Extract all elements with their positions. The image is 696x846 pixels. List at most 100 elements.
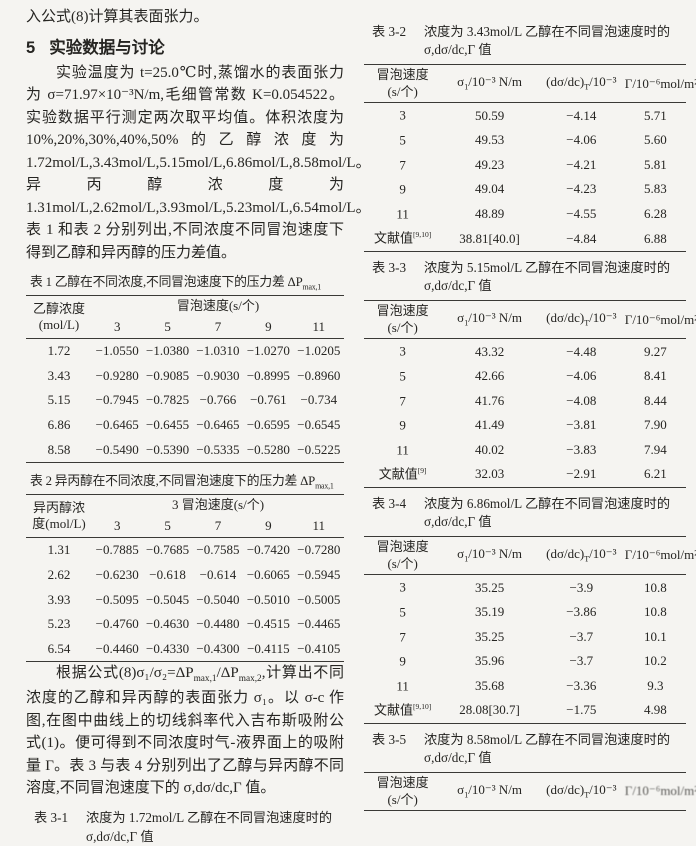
dsdc-cell: −2.91	[566, 466, 597, 482]
dsdc-cell: −3.81	[566, 417, 597, 433]
speed-col-header: 9	[265, 319, 272, 335]
sigma-cell: 49.53	[474, 132, 505, 148]
stub-line1: 乙醇浓度	[32, 300, 85, 316]
sigma-cell: 32.03	[474, 466, 505, 482]
pressure-cell: −0.761	[250, 392, 287, 408]
concentration-cell: 5.15	[47, 392, 71, 408]
table3-1-number: 表 3-1	[34, 810, 69, 826]
speed-col-header: 3	[113, 319, 121, 335]
sigma-cell: 35.25	[474, 628, 505, 644]
concentration-cell: 1.72	[47, 343, 71, 359]
pressure-cell: −0.4760	[95, 616, 139, 632]
pressure-cell: −0.4460	[95, 640, 139, 656]
table2-caption-text: 表 2 异丙醇在不同浓度,不同冒泡速度下的压力差 ΔP	[30, 474, 316, 489]
pressure-cell: −0.734	[300, 392, 338, 408]
sigma-units: /10⁻³ N/m	[468, 74, 522, 90]
pressure-cell: −0.4105	[297, 640, 341, 656]
speed-header: 冒泡速度 (s/个)	[364, 536, 441, 575]
caption-line1: 浓度为 8.58mol/L 乙醇在不同冒泡速度时的	[424, 731, 671, 747]
gamma-cell: 6.88	[644, 230, 667, 246]
table-row: 3.93 −0.5095 −0.5045 −0.5040 −0.5010 −0.…	[26, 587, 344, 612]
dsdc-header: (dσ/dc)T/10⁻³	[538, 64, 625, 103]
pressure-cell: −0.4330	[146, 640, 190, 656]
speed-value: 7	[399, 392, 406, 408]
table-row: 5.23 −0.4760 −0.4630 −0.4480 −0.4515 −0.…	[26, 612, 344, 637]
speed-value: 3	[399, 579, 406, 595]
table3-1-caption: 表 3-1 浓度为 1.72mol/L 乙醇在不同冒泡速度时的 σ,dσ/dc,…	[34, 809, 344, 846]
table2-header: 异丙醇浓 度(mol/L) 3 冒泡速度(s/个) 3 5 7 9 11	[26, 494, 344, 538]
table-2: 异丙醇浓 度(mol/L) 3 冒泡速度(s/个) 3 5 7 9 11 1.3…	[26, 493, 344, 663]
pressure-cell: −0.8995	[246, 367, 290, 383]
pressure-cell: −0.5280	[246, 441, 290, 457]
table-row: 7 49.23 −4.21 5.81	[364, 153, 686, 178]
section-title: 实验数据与讨论	[49, 38, 165, 57]
gamma-cell: 10.8	[644, 579, 667, 595]
dsdc-symbol: (dσ/dc)	[546, 74, 585, 90]
caption-line2: σ,dσ/dc,Γ 值	[86, 828, 154, 844]
sigma-cell: 49.04	[474, 181, 505, 197]
speed-value: 9	[399, 417, 406, 433]
table-3-3: 冒泡速度 (s/个) σ1/10⁻³ N/m (dσ/dc)T/10⁻³ Γ/1…	[364, 299, 696, 488]
table2-stub-header: 异丙醇浓 度(mol/L)	[26, 494, 92, 538]
gamma-cell: 5.71	[644, 107, 667, 123]
sigma-units: /10⁻³ N/m	[468, 310, 522, 326]
table3-4-caption: 表 3-4 浓度为 6.86mol/L 乙醇在不同冒泡速度时的 σ,dσ/dc,…	[372, 495, 686, 532]
sigma-subscript: 1	[464, 82, 469, 92]
caption-line2: σ,dσ/dc,Γ 值	[424, 514, 492, 530]
speed-header-line1: 冒泡速度	[376, 775, 429, 791]
speed-header-line2: (s/个)	[387, 791, 418, 807]
speed-cell: 5	[364, 364, 441, 389]
gamma-cell: 6.28	[644, 205, 667, 221]
speed-col-header: 7	[214, 319, 222, 335]
sigma-subscript: 1	[464, 554, 469, 564]
concentration-cell: 8.58	[47, 441, 71, 457]
speed-header-line1: 冒泡速度	[376, 539, 429, 555]
dsdc-cell: −4.06	[566, 368, 597, 384]
gamma-cell: 10.8	[644, 604, 667, 620]
sigma-header: σ1/10⁻³ N/m	[441, 536, 538, 575]
pressure-cell: −0.7825	[146, 392, 190, 408]
right-column: 表 3-2 浓度为 3.43mol/L 乙醇在不同冒泡速度时的 σ,dσ/dc,…	[364, 6, 696, 812]
sigma-units: /10⁻³ N/m	[468, 546, 522, 562]
pressure-cell: −0.6230	[95, 567, 139, 583]
speed-value: 11	[396, 442, 409, 458]
pressure-cell: −0.5040	[196, 591, 240, 607]
pressure-cell: −0.9085	[146, 367, 190, 383]
reference-superscript: [9,10]	[413, 702, 432, 712]
speed-value: 9	[399, 181, 406, 197]
table-row: 文献值[9,10] 28.08[30.7] −1.75 4.98	[364, 698, 686, 723]
dsdc-cell: −3.86	[566, 604, 597, 620]
gamma-header: Γ/10⁻⁶mol/m²	[624, 547, 696, 563]
table-row: 文献值[9,10] 38.81[40.0] −4.84 6.88	[364, 226, 686, 251]
pressure-cell: −0.6595	[246, 417, 290, 433]
dsdc-symbol: (dσ/dc)	[546, 310, 585, 326]
reference-superscript: [9,10]	[413, 230, 432, 240]
table2-caption-subscript: max,1	[315, 481, 334, 491]
speed-cell: 7	[364, 389, 441, 414]
gamma-cell: 10.2	[644, 653, 667, 669]
dsdc-subscript: T	[584, 82, 590, 92]
speed-value: 7	[399, 628, 406, 644]
dsdc-cell: −4.21	[566, 156, 597, 172]
speed-value: 3	[399, 107, 406, 123]
dsdc-cell: −4.14	[566, 107, 597, 123]
speed-header: 冒泡速度 (s/个)	[364, 300, 441, 339]
table1-stub-header: 乙醇浓度 (mol/L)	[26, 295, 92, 339]
sigma-symbol: σ	[457, 782, 465, 798]
gamma-cell: 9.27	[644, 343, 667, 359]
table-3-2: 冒泡速度 (s/个) σ1/10⁻³ N/m (dσ/dc)T/10⁻³ Γ/1…	[364, 63, 696, 252]
pressure-cell: −0.4515	[246, 616, 290, 632]
table-row: 3.43 −0.9280 −0.9085 −0.9030 −0.8995 −0.…	[26, 364, 344, 389]
caption-line1: 浓度为 6.86mol/L 乙醇在不同冒泡速度时的	[424, 495, 671, 511]
speed-header-line2: (s/个)	[387, 83, 418, 99]
gamma-cell: 7.94	[644, 441, 667, 457]
speed-cell: 文献值[9,10]	[364, 698, 441, 723]
table3-3-number: 表 3-3	[372, 259, 407, 275]
speed-header-line2: (s/个)	[387, 319, 418, 335]
table-row: 3 43.32 −4.48 9.27	[364, 339, 686, 364]
pressure-cell: −0.9030	[196, 367, 240, 383]
pressure-cell: −0.4630	[146, 616, 190, 632]
pressure-cell: −0.5490	[95, 441, 139, 457]
table-row: 8.58 −0.5490 −0.5390 −0.5335 −0.5280 −0.…	[26, 438, 344, 463]
gamma-header: Γ/10⁻⁶mol/m²	[624, 311, 696, 327]
